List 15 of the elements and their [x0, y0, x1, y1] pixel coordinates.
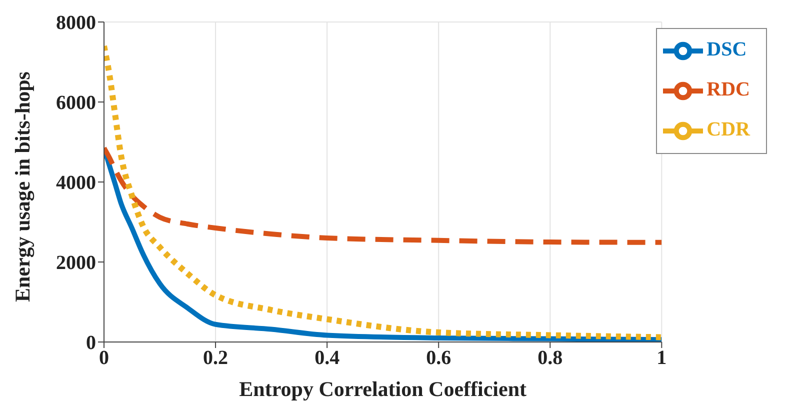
- x-tick-label: 1: [656, 347, 667, 370]
- y-tick-label: 8000: [56, 12, 96, 34]
- legend-label: DSC: [706, 38, 747, 61]
- x-axis-title: Entropy Correlation Coefficient: [239, 377, 527, 401]
- x-tick-label: 0.6: [426, 347, 452, 370]
- legend-label: CDR: [706, 118, 750, 141]
- y-axis-title: Energy usage in bits-hops: [10, 72, 34, 302]
- y-tick-label: 2000: [56, 252, 96, 274]
- y-tick-label: 6000: [56, 92, 96, 114]
- x-tick-label: 0.4: [314, 347, 340, 370]
- x-tick-label: 0.8: [538, 347, 563, 370]
- y-tick-label: 4000: [56, 172, 96, 194]
- y-tick-label: 0: [86, 332, 96, 354]
- x-tick-label: 0.2: [203, 347, 228, 370]
- legend-label: RDC: [706, 78, 750, 101]
